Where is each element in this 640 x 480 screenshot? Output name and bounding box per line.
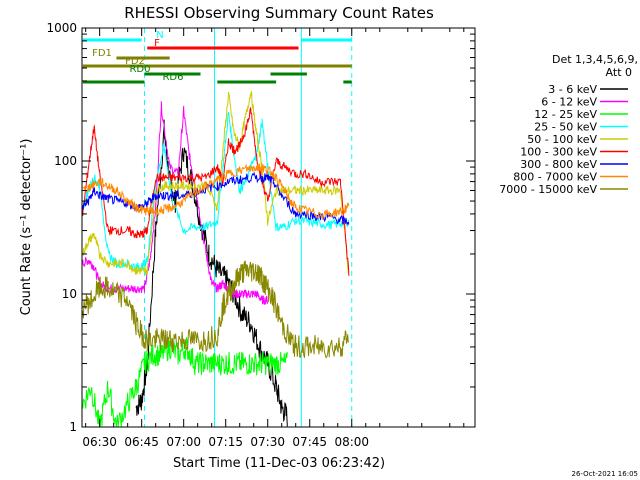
y-tick-label-10: 10 (62, 287, 77, 301)
status-label-fd1: FD1 (92, 48, 112, 59)
legend-label-7000-15000-kev: 7000 - 15000 keV (499, 183, 597, 196)
axes: 06:30 06:45 07:00 07:15 07:30 07:45 08:00 1 10 10… (46, 21, 475, 449)
y-tick-label-1: 1 (69, 420, 77, 434)
y-tick-label-100: 100 (54, 154, 77, 168)
x-tick-label-07-00: 07:00 (166, 435, 201, 449)
plot-frame (81, 27, 476, 428)
status-label-n: N (156, 30, 163, 41)
series-800-7000-kev (82, 163, 350, 221)
series-25-50-kev (82, 111, 350, 273)
legend-label-800-7000-kev: 800 - 7000 keV (513, 171, 597, 184)
legend-label-25-50-kev: 25 - 50 keV (534, 121, 597, 134)
chart-title: RHESSI Observing Summary Count Rates (124, 4, 434, 22)
status-label-f: F (154, 38, 160, 49)
legend-label-50-100-kev: 50 - 100 keV (527, 133, 597, 146)
series-300-800-kev (82, 171, 350, 225)
series-group (82, 91, 350, 428)
series-12-25-kev (82, 337, 288, 428)
x-tick-label-07-30: 07:30 (250, 435, 285, 449)
legend-label-100-300-kev: 100 - 300 keV (520, 146, 597, 159)
series-7000-15000-kev (82, 260, 349, 359)
x-tick-label-07-45: 07:45 (292, 435, 327, 449)
legend-header-line-1: Det 1,3,4,5,6,9, (552, 53, 638, 66)
x-tick-label-06-30: 06:30 (82, 435, 117, 449)
legend-header-line-2: Att 0 (606, 66, 632, 79)
y-axis-label: Count Rate (s⁻¹ detector⁻¹) (19, 139, 34, 316)
series-50-100-kev (82, 91, 350, 276)
series-100-300-kev (82, 106, 350, 276)
legend-label-3-6-kev: 3 - 6 keV (548, 83, 597, 96)
legend-label-300-800-kev: 300 - 800 keV (520, 158, 597, 171)
x-tick-label-08-00: 08:00 (334, 435, 369, 449)
y-tick-label-1000: 1000 (46, 21, 77, 35)
x-tick-label-07-15: 07:15 (208, 435, 243, 449)
legend-label-12-25-kev: 12 - 25 keV (534, 108, 597, 121)
x-tick-label-06-45: 06:45 (124, 435, 159, 449)
status-label-rd0: RD0 (129, 64, 150, 75)
status-label-fd2: FD2 (125, 56, 145, 67)
legend-label-6-12-kev: 6 - 12 keV (541, 96, 597, 109)
x-axis-label: Start Time (11-Dec-03 06:23:42) (173, 456, 385, 471)
status-label-rd6: RD6 (162, 72, 183, 83)
footer-date: 26-Oct-2021 16:05 (572, 470, 638, 478)
